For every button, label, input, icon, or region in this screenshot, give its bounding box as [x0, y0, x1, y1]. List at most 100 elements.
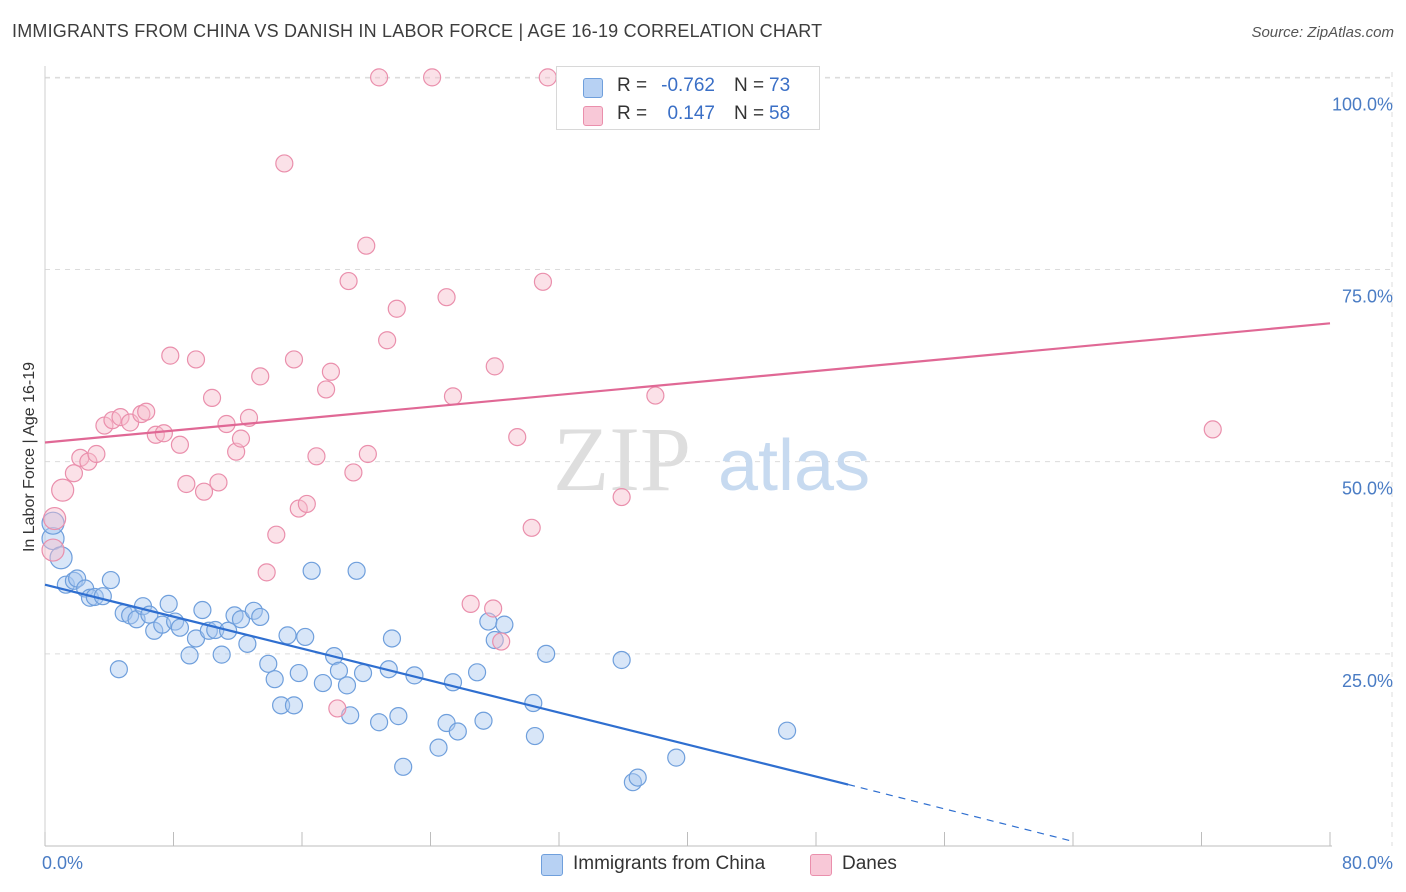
- danes-point: [87, 444, 106, 464]
- china-point: [474, 711, 493, 730]
- watermark: ZIP atlas: [553, 408, 870, 510]
- china-point: [524, 693, 543, 713]
- danes-point: [1203, 420, 1222, 439]
- china-point: [238, 634, 257, 653]
- china-point: [448, 722, 467, 741]
- danes-trend-line: [44, 322, 1331, 444]
- source-label: Source: ZipAtlas.com: [1251, 24, 1394, 41]
- danes-point: [461, 594, 480, 613]
- chart-title: IMMIGRANTS FROM CHINA VS DANISH IN LABOR…: [12, 21, 823, 41]
- danes-point: [646, 386, 665, 405]
- china-point: [93, 587, 112, 606]
- legend-label-china: Immigrants from China: [573, 853, 766, 874]
- china-point: [353, 663, 373, 683]
- y-axis-title: In Labor Force | Age 16-19: [21, 362, 38, 552]
- danes-point: [344, 463, 363, 482]
- legend-n-label: N =: [734, 75, 765, 96]
- china-point: [193, 600, 212, 620]
- danes-point: [485, 357, 504, 376]
- danes-point: [267, 525, 286, 544]
- china-point: [109, 660, 128, 679]
- china-point: [302, 561, 321, 580]
- danes-point: [275, 154, 294, 173]
- danes-point: [307, 447, 326, 466]
- danes-point: [251, 367, 270, 386]
- china-point: [777, 721, 797, 740]
- y-tick-label: 100.0%: [1332, 94, 1393, 114]
- legend-r-value: -0.762: [661, 75, 715, 96]
- y-tick-label: 50.0%: [1342, 479, 1393, 499]
- legend-n-label: N =: [734, 103, 765, 124]
- legend-label-danes: Danes: [842, 853, 897, 874]
- china-point: [429, 738, 448, 757]
- danes-point: [64, 464, 84, 483]
- legend-n-value: 73: [769, 75, 791, 96]
- china-trend-line: [44, 583, 849, 786]
- legend-r-label: R =: [617, 75, 648, 96]
- china-point: [231, 610, 251, 629]
- x-tick-label: 80.0%: [1342, 853, 1393, 873]
- danes-point: [378, 331, 397, 350]
- china-point: [389, 707, 408, 726]
- legend-swatch-danes: [583, 106, 603, 126]
- x-tick-label: 0.0%: [42, 853, 83, 873]
- watermark-zip: ZIP: [553, 408, 691, 510]
- china-point: [251, 607, 270, 627]
- china-point: [278, 626, 297, 645]
- danes-point: [132, 404, 151, 424]
- china-point: [329, 661, 349, 680]
- china-point: [101, 570, 120, 590]
- china-point: [272, 696, 291, 715]
- danes-point: [177, 474, 196, 494]
- china-point: [347, 561, 366, 580]
- china-point: [170, 618, 190, 637]
- china-point: [537, 644, 556, 663]
- legend-swatch-china: [583, 78, 603, 98]
- series-china-points: [41, 511, 797, 792]
- danes-point: [443, 387, 463, 406]
- danes-point: [231, 429, 251, 448]
- china-point: [289, 663, 308, 683]
- legend-row-china: R = -0.762 N = 73: [557, 72, 819, 100]
- y-tick-labels: 25.0% 50.0% 75.0% 100.0%: [1332, 94, 1393, 690]
- china-point: [284, 696, 304, 715]
- danes-point: [522, 518, 541, 537]
- china-point: [525, 726, 545, 746]
- danes-point: [209, 473, 228, 492]
- china-point: [667, 748, 686, 767]
- china-point: [495, 615, 514, 634]
- legend-swatch-china: [541, 854, 563, 876]
- danes-point: [357, 236, 376, 255]
- danes-point: [538, 68, 557, 87]
- x-tick-labels: 0.0% 80.0%: [42, 853, 1393, 873]
- china-point: [159, 594, 178, 613]
- danes-point: [321, 362, 341, 381]
- china-point: [259, 654, 278, 673]
- china-point: [612, 650, 631, 670]
- china-point: [485, 630, 504, 650]
- legend-n-value: 58: [769, 103, 791, 124]
- danes-point: [257, 563, 276, 582]
- china-point: [382, 629, 402, 648]
- danes-point: [43, 506, 67, 531]
- grid-lines: [45, 72, 1393, 846]
- china-point: [265, 670, 284, 689]
- axes: [44, 66, 1332, 847]
- watermark-atlas: atlas: [718, 426, 870, 506]
- danes-point: [137, 402, 156, 421]
- series-danes-points: [41, 68, 1222, 718]
- china-point: [212, 645, 231, 664]
- y-tick-label: 75.0%: [1342, 287, 1393, 307]
- stats-legend: R = -0.762 N = 73 R = 0.147 N = 58: [556, 66, 820, 130]
- danes-point: [358, 444, 377, 464]
- danes-point: [202, 388, 222, 407]
- china-point: [394, 757, 413, 776]
- danes-point: [161, 346, 180, 365]
- danes-point: [154, 424, 173, 443]
- danes-point: [316, 380, 336, 399]
- legend-r-label: R =: [617, 103, 648, 124]
- china-point: [337, 676, 357, 695]
- danes-point: [612, 487, 631, 507]
- china-trend-extension: [847, 783, 1074, 842]
- danes-point: [387, 299, 406, 318]
